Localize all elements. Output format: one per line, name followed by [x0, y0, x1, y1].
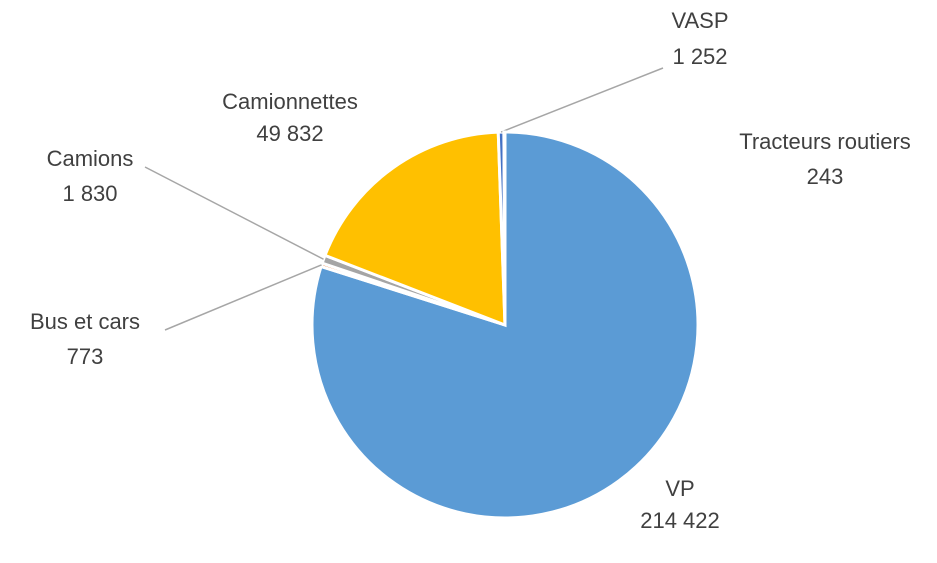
category-label: Camions — [47, 146, 134, 171]
value-label: 243 — [807, 164, 844, 189]
value-label: 1 252 — [672, 44, 727, 69]
leader-line — [144, 166, 324, 260]
value-label: 214 422 — [640, 508, 720, 533]
pie-slice — [323, 130, 507, 328]
value-label: 1 830 — [62, 181, 117, 206]
pie-slice — [310, 130, 700, 520]
value-label: 773 — [67, 344, 104, 369]
category-label: VASP — [671, 8, 728, 33]
value-label: 49 832 — [256, 121, 323, 146]
category-label: Camionnettes — [222, 89, 358, 114]
pie-slice — [502, 130, 507, 326]
category-label: Bus et cars — [30, 309, 140, 334]
category-label: Tracteurs routiers — [739, 129, 911, 154]
leader-line — [164, 264, 322, 331]
category-label: VP — [665, 476, 694, 501]
leader-line — [500, 67, 664, 133]
